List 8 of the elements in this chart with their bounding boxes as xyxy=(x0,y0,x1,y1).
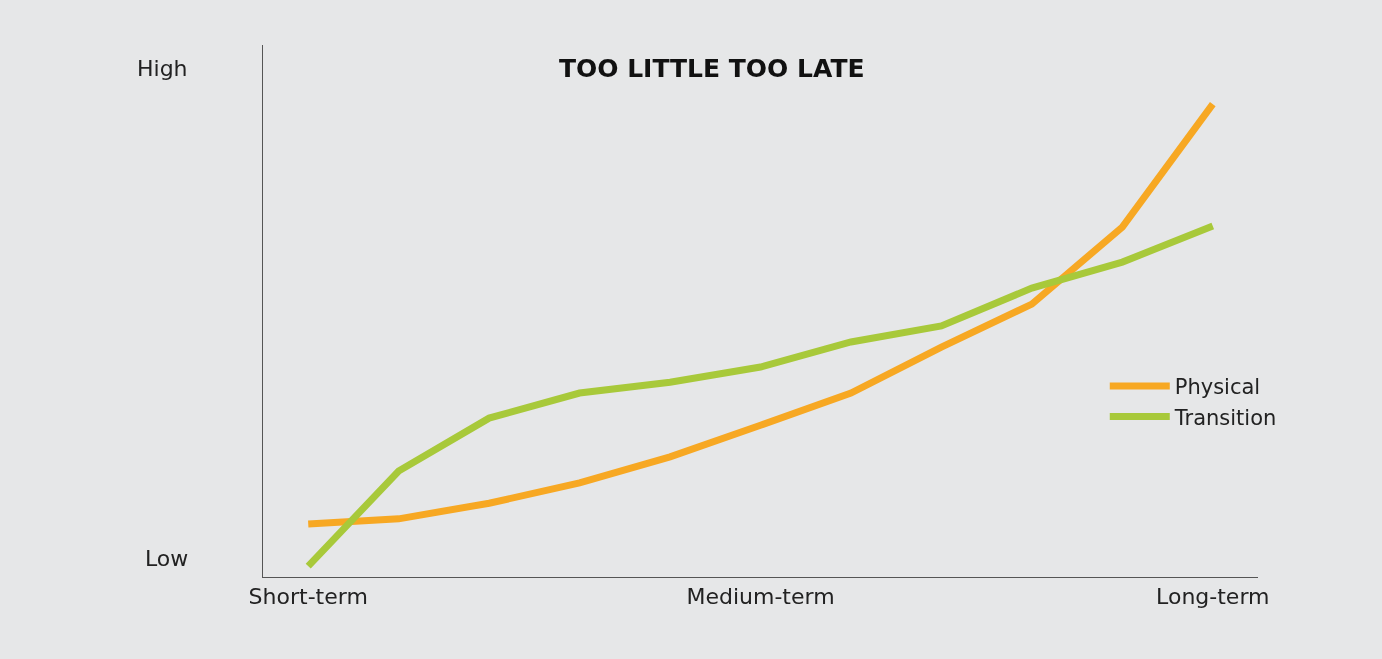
legend-label: Physical xyxy=(1174,375,1261,400)
x-tick-label: Short-term xyxy=(248,584,368,610)
legend-label: Transition xyxy=(1173,405,1277,430)
text: Low xyxy=(145,546,189,571)
chart-title: TOO LITTLE TOO LATE xyxy=(558,53,865,83)
x-tick-label: Medium-term xyxy=(686,584,835,610)
text: High xyxy=(137,56,188,81)
x-tick-label: Long-term xyxy=(1156,584,1270,610)
